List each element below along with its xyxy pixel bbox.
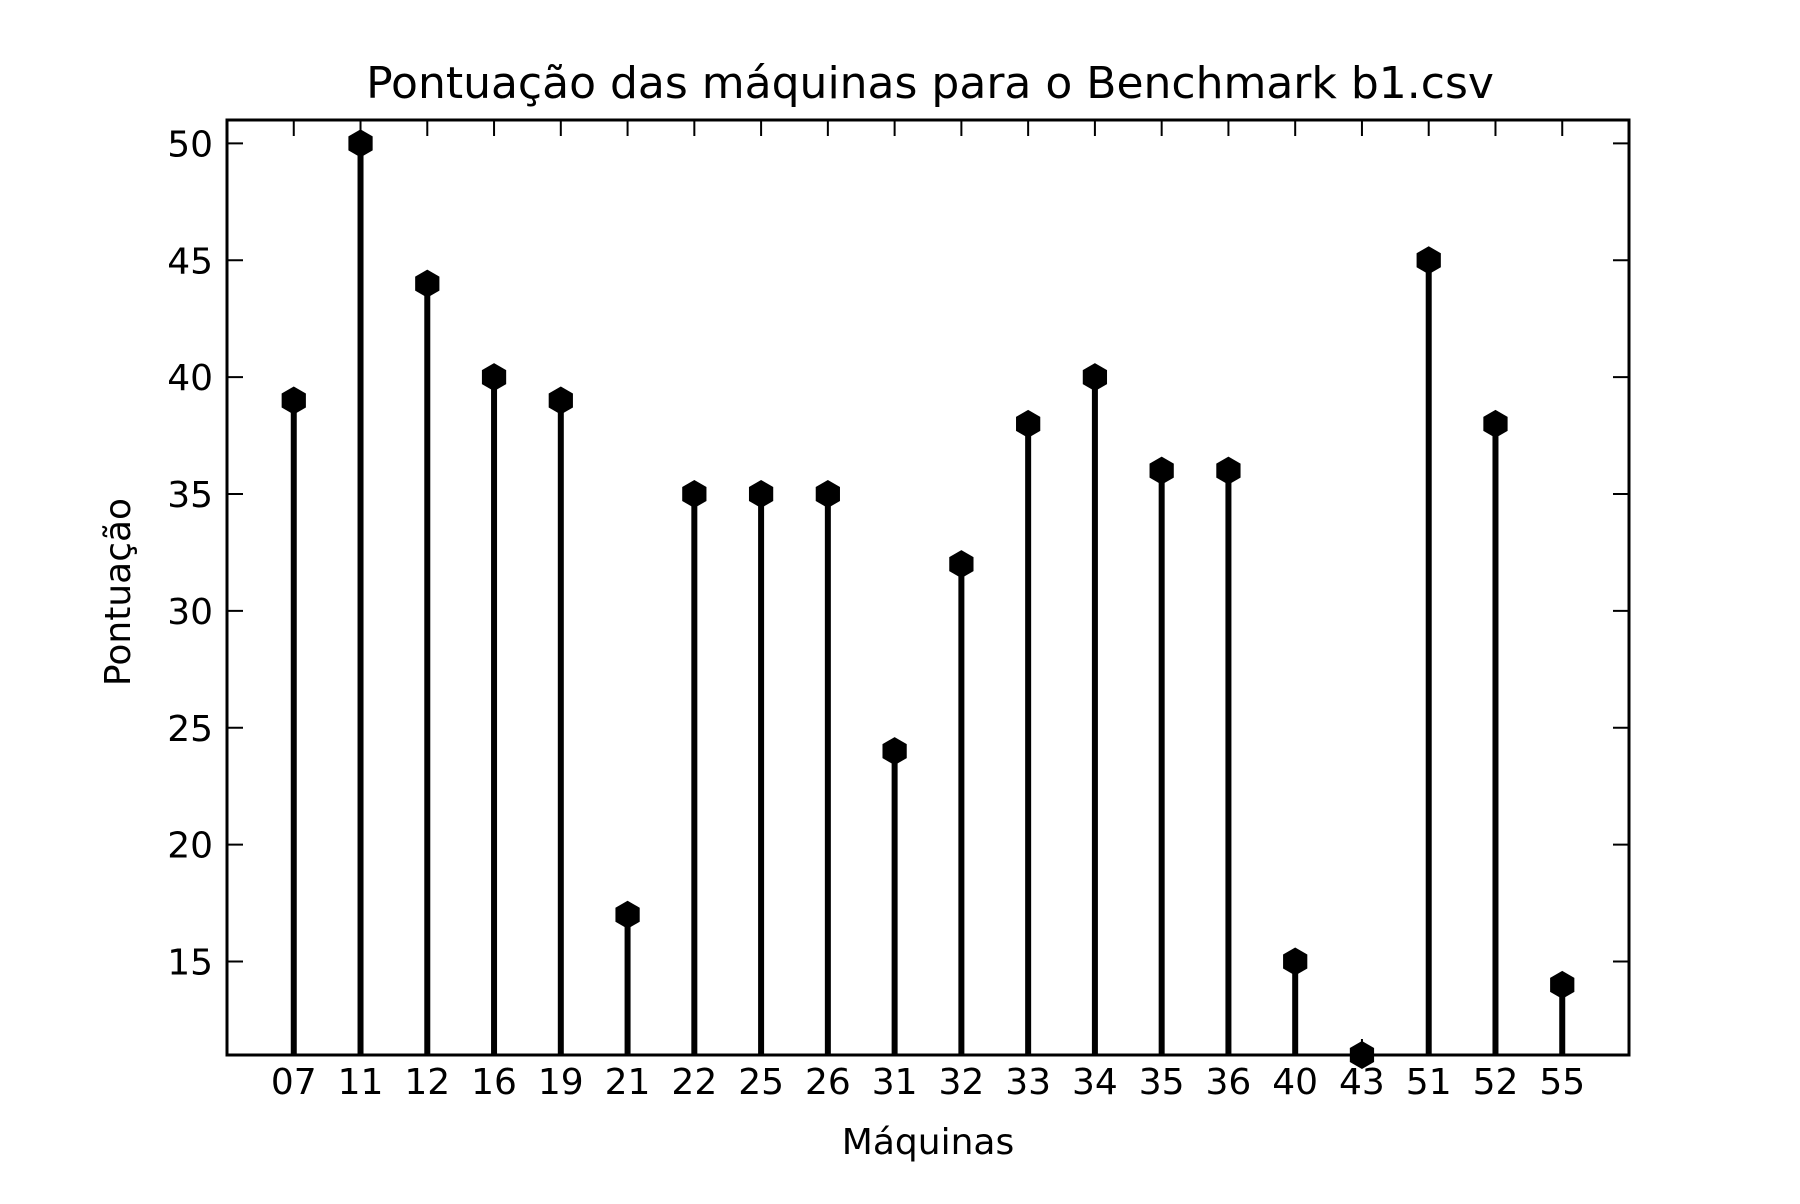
stem-marker-55 — [1550, 970, 1575, 999]
stem-marker-11 — [348, 129, 373, 158]
stem-marker-19 — [548, 386, 573, 415]
stem-marker-12 — [415, 269, 440, 298]
x-tick-label-31: 31 — [872, 1062, 918, 1103]
y-axis-label: Pontuação — [98, 498, 139, 686]
chart-title: Pontuação das máquinas para o Benchmark … — [366, 58, 1494, 109]
x-tick-label-21: 21 — [605, 1062, 651, 1103]
stem-marker-52 — [1483, 409, 1508, 438]
x-tick-label-55: 55 — [1539, 1062, 1585, 1103]
stem-marker-35 — [1149, 456, 1174, 485]
plot-frame — [225, 118, 1631, 1057]
stem-marker-32 — [949, 550, 974, 579]
y-tick-label-25: 25 — [167, 709, 213, 750]
y-tick-label-40: 40 — [167, 358, 213, 399]
x-tick-labels: 07 11 12 16 19 21 22 25 26 31 32 33 34 35 36 40 43 51 52 55 — [271, 1062, 1585, 1103]
x-tick-label-26: 26 — [805, 1062, 851, 1103]
x-tick-label-16: 16 — [471, 1062, 517, 1103]
x-tick-label-19: 19 — [538, 1062, 584, 1103]
stem-marker-40 — [1283, 947, 1308, 976]
x-tick-label-25: 25 — [738, 1062, 784, 1103]
x-axis-label: Máquinas — [842, 1122, 1014, 1163]
stem-marker-22 — [682, 480, 707, 508]
stem-marker-31 — [882, 737, 907, 766]
y-tick-labels: 15 20 25 30 35 40 45 50 — [167, 124, 213, 983]
y-tick-label-50: 50 — [167, 124, 213, 165]
stem-marker-21 — [615, 900, 640, 929]
x-tick-label-35: 35 — [1139, 1062, 1185, 1103]
stem-marker-36 — [1216, 456, 1241, 485]
stem-marker-25 — [748, 480, 774, 508]
y-tick-label-35: 35 — [167, 475, 213, 516]
x-tick-label-43: 43 — [1339, 1062, 1385, 1103]
x-tick-label-11: 11 — [338, 1062, 384, 1103]
y-tick-label-45: 45 — [167, 241, 213, 282]
x-tick-label-33: 33 — [1005, 1062, 1051, 1103]
x-tick-label-34: 34 — [1072, 1062, 1118, 1103]
stems-layer — [281, 129, 1575, 1069]
stem-marker-16 — [481, 363, 507, 392]
y-tick-label-20: 20 — [167, 826, 213, 867]
x-tick-label-32: 32 — [938, 1062, 984, 1103]
y-tick-label-15: 15 — [167, 943, 213, 984]
stem-marker-34 — [1082, 363, 1108, 392]
stem-marker-26 — [815, 480, 840, 508]
x-tick-label-12: 12 — [404, 1062, 450, 1103]
x-tick-label-22: 22 — [671, 1062, 717, 1103]
x-tick-label-36: 36 — [1206, 1062, 1252, 1103]
x-tick-label-51: 51 — [1406, 1062, 1452, 1103]
x-tick-label-40: 40 — [1272, 1062, 1318, 1103]
stem-marker-33 — [1016, 409, 1041, 438]
stem-marker-07 — [281, 386, 306, 415]
x-tick-label-52: 52 — [1473, 1062, 1519, 1103]
y-tick-label-30: 30 — [167, 592, 213, 633]
stem-marker-51 — [1416, 246, 1441, 275]
x-tick-label-07: 07 — [271, 1062, 317, 1103]
ticks-layer — [227, 120, 1629, 1055]
